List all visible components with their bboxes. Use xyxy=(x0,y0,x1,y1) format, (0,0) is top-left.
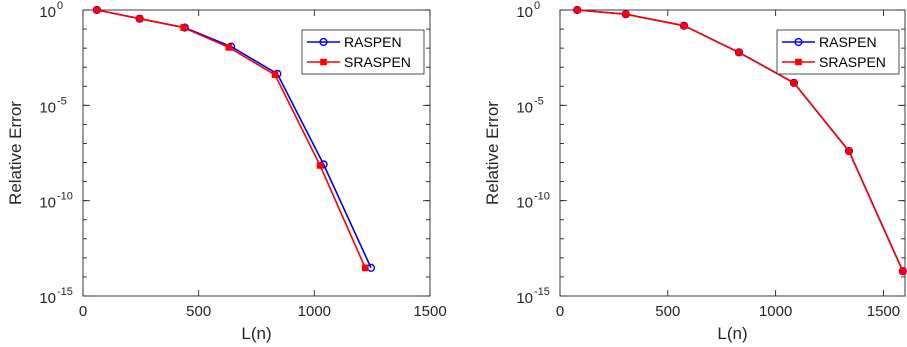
legend-marker-raspen xyxy=(319,37,328,47)
data-point-sraspen xyxy=(316,162,324,169)
y-tick-base: 10 xyxy=(516,4,533,21)
data-point-sraspen xyxy=(680,22,688,30)
data-point-sraspen xyxy=(225,44,233,51)
legend-label: SRASPEN xyxy=(819,54,886,70)
data-point-sraspen xyxy=(573,6,581,14)
legend-label: RASPEN xyxy=(344,34,402,50)
y-tick-label: 10 xyxy=(516,195,533,212)
x-tick-label: 1500 xyxy=(413,303,446,320)
y-tick-label: 10 xyxy=(39,99,56,116)
legend-label: SRASPEN xyxy=(344,54,411,70)
y-tick-label: 10 xyxy=(39,195,56,212)
plot-frame xyxy=(559,9,906,297)
data-point-sraspen xyxy=(899,267,907,275)
x-tick-label: 0 xyxy=(79,303,87,320)
data-point-sraspen xyxy=(622,10,630,18)
x-axis-label: L(n) xyxy=(717,324,747,343)
y-tick-base: 10 xyxy=(39,99,56,116)
legend-marker-raspen xyxy=(794,37,803,47)
y-tick-label: 10 xyxy=(516,4,533,21)
legend-box xyxy=(301,29,425,75)
data-point-raspen xyxy=(734,48,744,57)
x-tick-label: 0 xyxy=(556,303,564,320)
plot-frame xyxy=(82,9,431,297)
y-axis-label: Relative Error xyxy=(6,101,25,205)
y-tick-base: 10 xyxy=(39,195,56,212)
y-tick-base: 10 xyxy=(516,195,533,212)
data-point-raspen xyxy=(898,267,907,276)
y-tick-exponent: -15 xyxy=(57,286,73,298)
y-tick-base: 10 xyxy=(516,99,533,116)
x-tick-label: 1000 xyxy=(298,303,331,320)
data-point-sraspen xyxy=(735,49,743,56)
y-tick-exponent: -5 xyxy=(534,95,544,107)
y-tick-base: 10 xyxy=(39,290,56,307)
x-tick-label: 500 xyxy=(655,303,680,320)
y-tick-base: 10 xyxy=(516,290,533,307)
data-point-raspen xyxy=(844,146,854,156)
legend-label: RASPEN xyxy=(819,34,877,50)
data-point-sraspen xyxy=(361,264,369,272)
y-tick-exponent: -10 xyxy=(57,191,73,203)
x-tick-label: 500 xyxy=(186,303,211,320)
y-tick-exponent: -5 xyxy=(57,95,67,107)
data-point-sraspen xyxy=(271,71,279,79)
legend-marker-sraspen xyxy=(795,58,802,66)
x-tick-label: 1500 xyxy=(867,303,900,320)
data-point-sraspen xyxy=(790,79,798,87)
y-axis-label: Relative Error xyxy=(483,101,502,205)
y-tick-exponent: -10 xyxy=(534,191,550,203)
y-tick-exponent: 0 xyxy=(534,0,540,12)
data-point-sraspen xyxy=(845,147,853,155)
y-tick-label: 10 xyxy=(39,290,56,307)
legend-box xyxy=(776,29,900,75)
data-point-sraspen xyxy=(93,6,101,14)
data-point-raspen xyxy=(366,263,376,272)
x-axis-label: L(n) xyxy=(241,324,271,343)
y-tick-exponent: -15 xyxy=(534,286,550,298)
data-point-sraspen xyxy=(136,15,143,22)
legend-marker-sraspen xyxy=(320,58,327,66)
y-tick-label: 10 xyxy=(516,99,533,116)
y-tick-label: 10 xyxy=(516,290,533,307)
x-tick-label: 1000 xyxy=(759,303,792,320)
y-tick-exponent: 0 xyxy=(57,0,63,12)
y-tick-base: 10 xyxy=(39,4,56,21)
data-point-raspen xyxy=(789,78,799,88)
y-tick-label: 10 xyxy=(39,4,56,21)
data-point-sraspen xyxy=(180,24,187,31)
